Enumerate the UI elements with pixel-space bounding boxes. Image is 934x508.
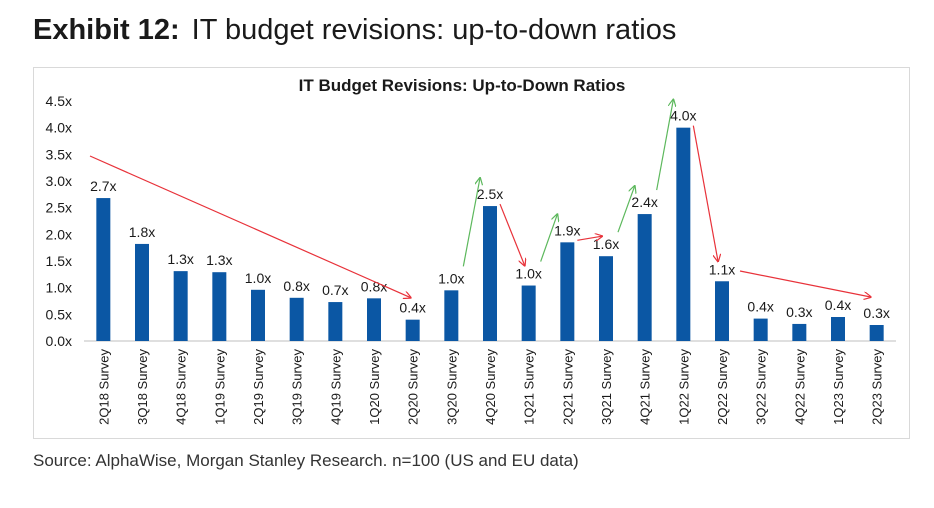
x-tick-label: 2Q22 Survey xyxy=(715,349,730,425)
exhibit-title: IT budget revisions: up-to-down ratios xyxy=(191,14,677,46)
exhibit-heading: Exhibit 12: IT budget revisions: up-to-do… xyxy=(33,14,676,47)
up-trend-arrow xyxy=(656,100,674,191)
x-tick-label: 3Q22 Survey xyxy=(754,349,769,425)
data-label: 1.0x xyxy=(515,266,541,282)
data-label: 2.4x xyxy=(631,194,657,210)
bar xyxy=(599,256,613,341)
data-label: 1.0x xyxy=(245,270,271,286)
y-tick-label: 1.5x xyxy=(46,253,72,269)
x-tick-label: 1Q20 Survey xyxy=(367,349,382,425)
bar xyxy=(405,319,420,341)
down-trend-arrow xyxy=(499,203,525,265)
bar xyxy=(212,272,227,341)
y-tick-label: 4.5x xyxy=(46,93,72,109)
bar xyxy=(676,127,691,341)
up-trend-arrow xyxy=(462,178,480,267)
data-label: 2.7x xyxy=(90,178,116,194)
bar xyxy=(831,317,845,341)
data-label: 0.8x xyxy=(361,278,387,294)
x-tick-label: 2Q19 Survey xyxy=(251,349,266,425)
data-label: 2.5x xyxy=(477,186,503,202)
bar xyxy=(792,323,807,341)
bar xyxy=(715,281,729,341)
x-tick-label: 4Q21 Survey xyxy=(638,349,653,425)
y-tick-label: 3.5x xyxy=(46,146,72,162)
y-tick-label: 1.0x xyxy=(46,280,72,296)
bar xyxy=(637,214,652,341)
bar xyxy=(328,302,343,341)
bar xyxy=(560,242,575,341)
y-tick-label: 2.0x xyxy=(46,226,72,242)
bar xyxy=(135,243,149,341)
down-trend-arrow xyxy=(739,270,871,297)
data-label: 0.3x xyxy=(863,305,889,321)
y-tick-label: 0.5x xyxy=(46,306,72,322)
x-tick-label: 3Q19 Survey xyxy=(290,349,305,425)
bar xyxy=(521,285,536,341)
x-tick-label: 3Q21 Survey xyxy=(599,349,614,425)
down-trend-arrow xyxy=(89,155,411,298)
data-label: 1.8x xyxy=(129,224,155,240)
data-label: 1.3x xyxy=(167,251,193,267)
y-tick-label: 2.5x xyxy=(46,200,72,216)
bar xyxy=(869,325,884,341)
y-tick-label: 0.0x xyxy=(46,333,72,349)
bar xyxy=(289,297,304,341)
data-label: 4.0x xyxy=(670,108,696,124)
bar xyxy=(251,289,265,341)
data-label: 0.4x xyxy=(747,299,773,315)
data-label: 0.7x xyxy=(322,282,348,298)
x-tick-label: 4Q20 Survey xyxy=(483,349,498,425)
bar xyxy=(173,271,188,341)
data-label: 0.4x xyxy=(399,300,425,316)
x-tick-label: 4Q22 Survey xyxy=(792,349,807,425)
data-label: 0.8x xyxy=(283,278,309,294)
bar xyxy=(483,206,497,341)
x-tick-label: 2Q20 Survey xyxy=(406,349,421,425)
x-tick-label: 4Q19 Survey xyxy=(328,349,343,425)
data-label: 1.0x xyxy=(438,270,464,286)
x-tick-label: 1Q19 Survey xyxy=(212,349,227,425)
x-tick-label: 1Q22 Survey xyxy=(676,349,691,425)
bar xyxy=(444,290,459,341)
data-label: 1.1x xyxy=(709,261,735,277)
exhibit-number: Exhibit 12: xyxy=(33,14,180,46)
x-tick-label: 2Q21 Survey xyxy=(560,349,575,425)
x-tick-label: 3Q20 Survey xyxy=(444,349,459,425)
down-trend-arrow xyxy=(692,125,718,262)
data-label: 1.6x xyxy=(593,236,619,252)
chart-title: IT Budget Revisions: Up-to-Down Ratios xyxy=(299,76,626,95)
x-tick-label: 2Q18 Survey xyxy=(96,349,111,425)
x-tick-label: 1Q21 Survey xyxy=(522,349,537,425)
x-tick-label: 4Q18 Survey xyxy=(174,349,189,425)
down-trend-arrow xyxy=(577,236,602,240)
y-tick-label: 4.0x xyxy=(46,120,72,136)
data-label: 1.9x xyxy=(554,222,580,238)
bar xyxy=(367,298,381,341)
y-tick-label: 3.0x xyxy=(46,173,72,189)
data-label: 0.3x xyxy=(786,304,812,320)
bar xyxy=(96,198,111,341)
x-tick-label: 3Q18 Survey xyxy=(135,349,150,425)
up-trend-arrow xyxy=(540,214,558,262)
x-tick-label: 2Q23 Survey xyxy=(870,349,885,425)
bar-chart: IT Budget Revisions: Up-to-Down Ratios 0… xyxy=(46,76,896,425)
data-label: 0.4x xyxy=(825,297,851,313)
x-tick-label: 1Q23 Survey xyxy=(831,349,846,425)
data-label: 1.3x xyxy=(206,252,232,268)
chart-frame: IT Budget Revisions: Up-to-Down Ratios 0… xyxy=(33,67,910,439)
bar xyxy=(753,318,768,341)
source-note: Source: AlphaWise, Morgan Stanley Resear… xyxy=(33,451,579,470)
up-trend-arrow xyxy=(617,186,635,233)
